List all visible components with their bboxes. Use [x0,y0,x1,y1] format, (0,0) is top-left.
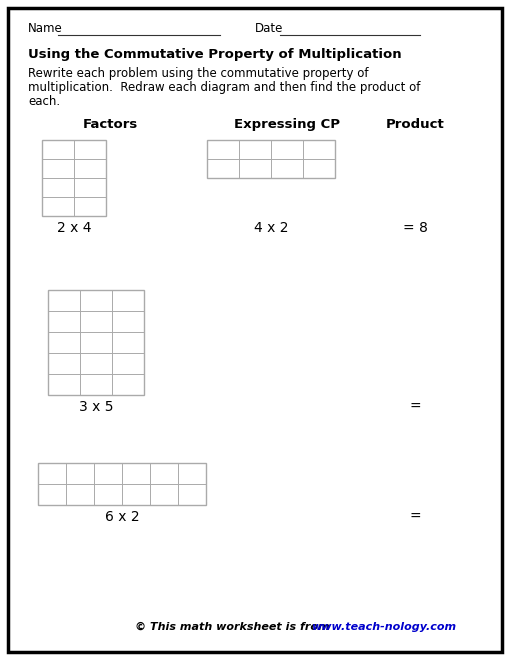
Text: 4 x 2: 4 x 2 [253,221,288,235]
Text: multiplication.  Redraw each diagram and then find the product of: multiplication. Redraw each diagram and … [28,81,419,94]
Text: 2 x 4: 2 x 4 [56,221,91,235]
Text: Rewrite each problem using the commutative property of: Rewrite each problem using the commutati… [28,67,368,80]
Text: 3 x 5: 3 x 5 [78,400,113,414]
Bar [38,463,206,505]
Bar [42,140,106,216]
Text: Factors: Factors [82,118,137,131]
Text: Expressing CP: Expressing CP [234,118,340,131]
Text: Name: Name [28,22,63,35]
Text: Product: Product [385,118,443,131]
Text: = 8: = 8 [402,221,427,235]
Text: © This math worksheet is from: © This math worksheet is from [135,622,333,632]
Text: =: = [408,510,420,524]
Text: =: = [408,400,420,414]
Text: each.: each. [28,95,60,108]
Bar [48,290,144,395]
Text: 6 x 2: 6 x 2 [104,510,139,524]
Text: Date: Date [254,22,283,35]
Text: Using the Commutative Property of Multiplication: Using the Commutative Property of Multip… [28,48,401,61]
Text: www.teach-nology.com: www.teach-nology.com [310,622,455,632]
Bar [207,140,334,178]
